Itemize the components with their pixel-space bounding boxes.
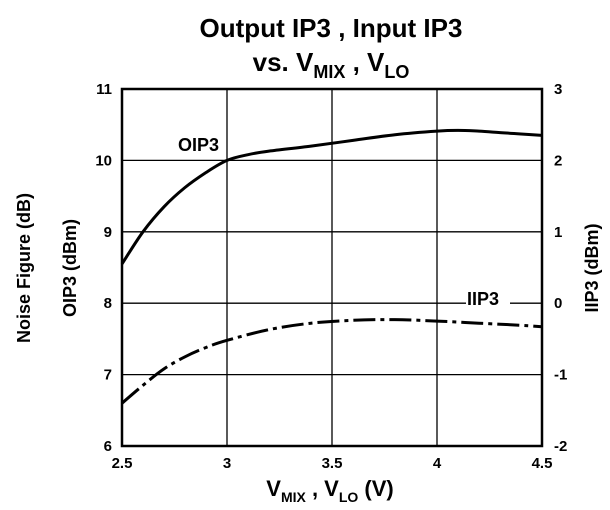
series-label-oip3: OIP3	[178, 135, 219, 155]
y-left-tick-label: 9	[104, 224, 112, 241]
tick-labels: 2.5 3 3.5 4 4.5 6 7 8 9 10 11 -2 -1 0 1 2 3	[95, 81, 567, 472]
y-left-tick-label: 11	[96, 81, 112, 98]
y-left-tick-label: 6	[104, 438, 112, 455]
x-tick-label: 2.5	[112, 455, 133, 472]
grid	[122, 89, 542, 446]
x-tick-label: 4	[433, 455, 442, 472]
y-left-tick-label: 7	[104, 367, 112, 384]
y-right-tick-label: 3	[554, 81, 562, 98]
x-tick-label: 4.5	[532, 455, 553, 472]
y-right-tick-label: 0	[554, 295, 562, 312]
left-axis-label-noise-figure: Noise Figure (dB)	[14, 193, 34, 343]
series-line-iip3	[121, 318, 543, 405]
y-left-tick-label: 10	[95, 152, 112, 169]
x-axis-label: VMIX , VLO (V)	[266, 476, 394, 505]
chart-title-line1: Output IP3 , Input IP3	[200, 13, 463, 43]
right-axis-label-iip3: IIP3 (dBm)	[582, 223, 602, 312]
y-left-tick-label: 8	[104, 295, 112, 312]
y-right-tick-label: -2	[554, 438, 567, 455]
y-right-tick-label: 1	[554, 224, 562, 241]
series	[120, 128, 543, 405]
series-label-iip3-bg	[466, 288, 510, 310]
x-tick-label: 3.5	[322, 455, 343, 472]
y-right-tick-label: 2	[554, 152, 562, 169]
x-tick-label: 3	[223, 455, 231, 472]
chart-title-line2: vs. VMIX , VLO	[253, 47, 410, 82]
plot-frame	[120, 87, 544, 448]
series-line-oip3	[120, 128, 543, 265]
series-label-iip3: IIP3	[467, 289, 499, 309]
y-right-tick-label: -1	[554, 367, 567, 384]
left-axis-label-oip3: OIP3 (dBm)	[60, 219, 80, 317]
